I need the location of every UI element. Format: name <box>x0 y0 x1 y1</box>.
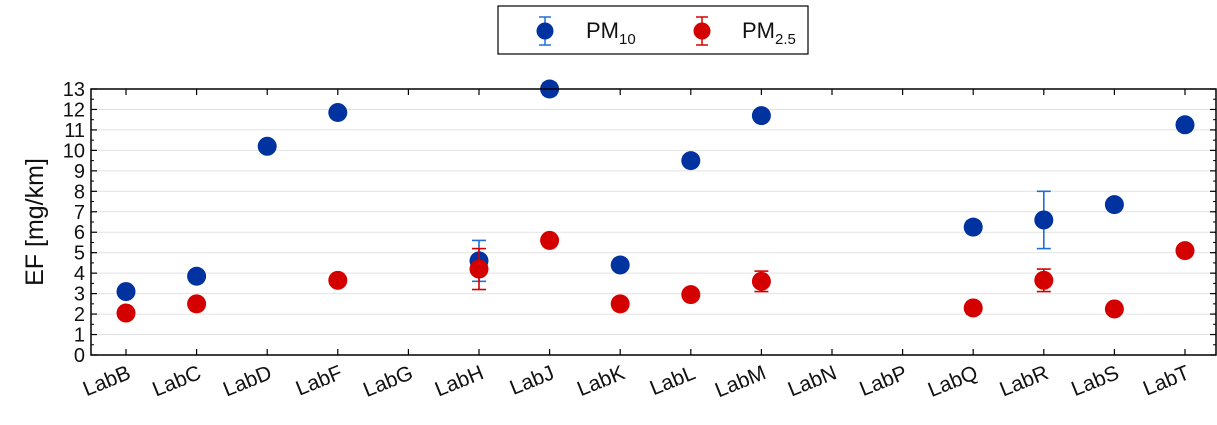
pm10-point-labq <box>963 217 983 237</box>
pm10-point-labc <box>187 266 207 286</box>
y-tick-label: 11 <box>64 120 85 142</box>
pm10-point-labb <box>116 282 136 302</box>
x-tick-label-labd: LabD <box>220 361 275 401</box>
y-tick-label: 5 <box>74 243 85 265</box>
x-tick-label-labf: LabF <box>293 361 346 400</box>
x-tick-label-labg: LabG <box>360 361 416 402</box>
pm25-point-labr <box>1034 270 1054 290</box>
pm10-point-labt <box>1175 115 1195 135</box>
y-tick-label: 10 <box>63 140 85 162</box>
data-marks <box>116 79 1195 323</box>
pm10-point-labr <box>1034 210 1054 230</box>
pm10-point-labs <box>1104 195 1124 215</box>
y-tick-label: 1 <box>74 325 85 347</box>
pm25-point-labc <box>187 294 207 314</box>
y-tick-label: 7 <box>74 202 85 224</box>
x-tick-label-labm: LabM <box>712 361 769 402</box>
pm10-point-labk <box>610 255 630 275</box>
pm25-point-labf <box>328 270 348 290</box>
pm10-point-labf <box>328 103 348 123</box>
x-tick-label-labb: LabB <box>80 361 134 401</box>
legend: PM10 PM2.5 <box>497 5 809 55</box>
x-tick-label-labq: LabQ <box>925 361 981 402</box>
x-tick-label-labl: LabL <box>647 361 699 400</box>
y-tick-label: 0 <box>74 345 85 367</box>
pm10-point-labm <box>751 106 771 126</box>
legend-pm10-label: PM10 <box>586 18 636 48</box>
x-tick-label-labn: LabN <box>785 361 840 401</box>
y-tick-label: 13 <box>63 79 85 101</box>
pm25-point-labl <box>681 285 701 305</box>
pm10-point-labl <box>681 151 701 171</box>
pm25-point-labk <box>610 294 630 314</box>
pm25-point-labj <box>540 230 560 250</box>
y-tick-label: 8 <box>74 181 85 203</box>
legend-pm10-marker <box>536 22 554 40</box>
x-tick-label-labk: LabK <box>574 361 628 401</box>
y-tick-label: 4 <box>74 263 85 285</box>
y-axis-title: EF [mg/km] <box>21 158 49 286</box>
pm25-point-labm <box>751 271 771 291</box>
y-tick-label: 2 <box>74 304 85 326</box>
legend-item-pm10: PM10 <box>536 16 636 48</box>
x-tick-label-labs: LabS <box>1068 361 1122 401</box>
y-tick-label: 3 <box>74 284 85 306</box>
pm10-point-labd <box>257 136 277 156</box>
x-tick-label-labc: LabC <box>149 361 204 401</box>
pm25-point-labs <box>1104 299 1124 319</box>
pm25-point-labt <box>1175 241 1195 261</box>
x-tick-label-labj: LabJ <box>507 361 558 399</box>
x-tick-label-labt: LabT <box>1140 361 1193 400</box>
legend-pm25-marker <box>693 22 711 40</box>
pm25-point-labh <box>469 259 489 279</box>
x-tick-label-labp: LabP <box>856 361 910 401</box>
legend-pm25-label: PM2.5 <box>742 18 796 48</box>
pm25-point-labb <box>116 303 136 323</box>
y-tick-label: 9 <box>74 161 85 183</box>
pm25-point-labq <box>963 298 983 318</box>
x-tick-label-labh: LabH <box>432 361 487 401</box>
legend-item-pm25: PM2.5 <box>693 16 796 48</box>
gridlines <box>91 108 1216 336</box>
y-tick-label: 12 <box>63 99 85 121</box>
y-tick-label: 6 <box>74 222 85 244</box>
plot-frame <box>90 88 1217 356</box>
x-tick-label-labr: LabR <box>997 361 1052 401</box>
